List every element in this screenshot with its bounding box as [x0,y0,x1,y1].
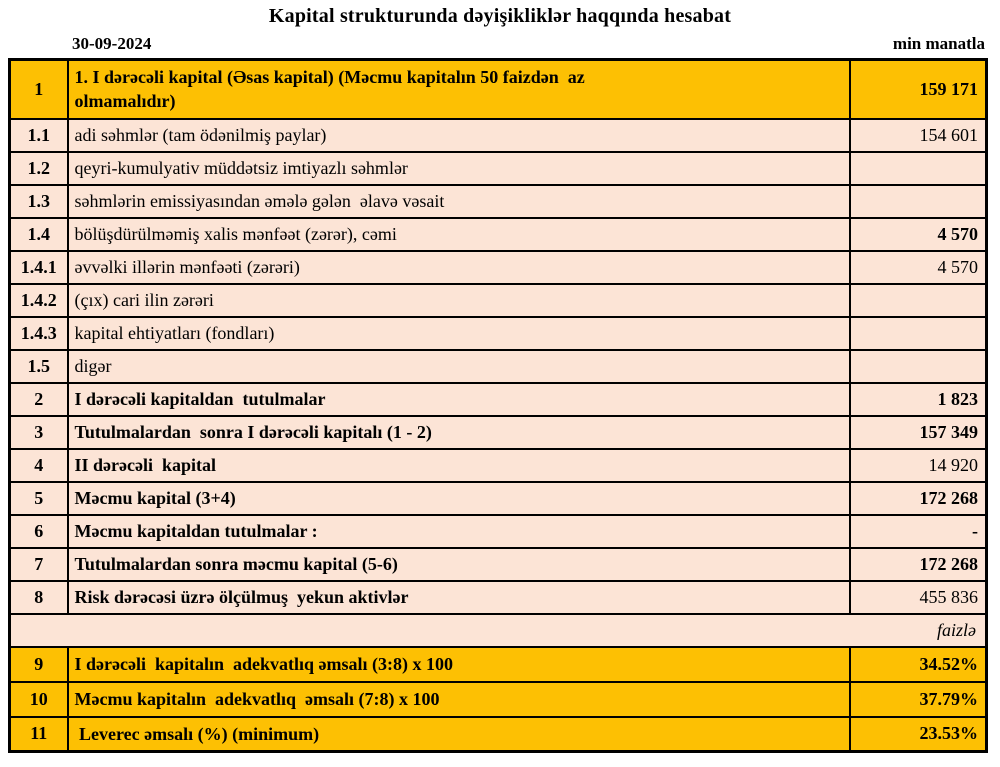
row-value-cell: 37.79% [848,680,988,718]
table-row: 6 Məcmu kapitaldan tutulmalar : - [8,513,988,549]
row-number-cell: 9 [8,645,69,683]
row-value-cell [848,150,988,186]
row-value-cell [848,348,988,384]
row-label-cell: Leverec əmsalı (%) (minimum) [66,715,851,753]
row-label-cell: Risk dərəcəsi üzrə ölçülmuş yekun aktivl… [66,579,851,615]
table-row: 9 I dərəcəli kapitalın adekvatlıq əmsalı… [8,645,988,683]
row-label-cell: I dərəcəli kapitalın adekvatlıq əmsalı (… [66,645,851,683]
row-number-cell: 1.4.1 [8,249,69,285]
table-row: 1.4 bölüşdürülməmiş xalis mənfəət (zərər… [8,216,988,252]
note-label-cell: faizlə [8,612,988,648]
row-label-cell: digər [66,348,851,384]
unit-label: min manatla [892,34,985,53]
table-row: 3 Tutulmalardan sonra I dərəcəli kapital… [8,414,988,450]
table-row: 5 Məcmu kapital (3+4) 172 268 [8,480,988,516]
row-label-cell: II dərəcəli kapital [66,447,851,483]
table-row: 1 1. I dərəcəli kapital (Əsas kapital) (… [8,58,988,120]
table-row: 2 I dərəcəli kapitaldan tutulmalar 1 823 [8,381,988,417]
row-number-cell: 1.4 [8,216,69,252]
row-number-cell: 8 [8,579,69,615]
row-label-cell: qeyri-kumulyativ müddətsiz imtiyazlı səh… [66,150,851,186]
row-label-cell: Məcmu kapital (3+4) [66,480,851,516]
table-row: 8 Risk dərəcəsi üzrə ölçülmuş yekun akti… [8,579,988,615]
row-value-cell: 157 349 [848,414,988,450]
row-value-cell: 172 268 [848,546,988,582]
table-row: 7 Tutulmalardan sonra məcmu kapital (5-6… [8,546,988,582]
row-label-cell: Tutulmalardan sonra I dərəcəli kapitalı … [66,414,851,450]
row-number-cell: 2 [8,381,69,417]
report-date: 30-09-2024 [72,34,152,53]
row-value-cell [848,282,988,318]
report-subheader: 30-09-2024 min manatla [0,28,1000,58]
row-number-cell: 1.3 [8,183,69,219]
row-number-cell: 1 [8,58,69,120]
row-label-cell: əvvəlki illərin mənfəəti (zərəri) [66,249,851,285]
row-value-cell: 14 920 [848,447,988,483]
table-row: 1.3 səhmlərin emissiyasından əmələ gələn… [8,183,988,219]
row-number-cell: 3 [8,414,69,450]
row-number-cell: 5 [8,480,69,516]
row-value-cell: 455 836 [848,579,988,615]
row-number-cell: 1.5 [8,348,69,384]
row-value-cell: 1 823 [848,381,988,417]
table-row: 1.1 adi səhmlər (tam ödənilmiş paylar) 1… [8,117,988,153]
row-label-cell: Məcmu kapitaldan tutulmalar : [66,513,851,549]
row-value-cell: 154 601 [848,117,988,153]
row-value-cell [848,183,988,219]
table-row: 10 Məcmu kapitalın adekvatlıq əmsalı (7:… [8,680,988,718]
row-value-cell: 34.52% [848,645,988,683]
row-number-cell: 4 [8,447,69,483]
table-row: 1.4.2 (çıx) cari ilin zərəri [8,282,988,318]
note-row: faizlə [8,612,988,648]
table-row: 1.5 digər [8,348,988,384]
row-number-cell: 1.4.3 [8,315,69,351]
table-row: 1.4.1 əvvəlki illərin mənfəəti (zərəri) … [8,249,988,285]
row-number-cell: 7 [8,546,69,582]
row-number-cell: 11 [8,715,69,753]
row-label-cell: bölüşdürülməmiş xalis mənfəət (zərər), c… [66,216,851,252]
table-row: 1.2 qeyri-kumulyativ müddətsiz imtiyazlı… [8,150,988,186]
report-title: Kapital strukturunda dəyişikliklər haqqı… [268,5,732,27]
table-row: 11 Leverec əmsalı (%) (minimum) 23.53% [8,715,988,753]
row-number-cell: 1.1 [8,117,69,153]
row-number-cell: 1.4.2 [8,282,69,318]
row-number-cell: 10 [8,680,69,718]
row-value-cell: 159 171 [848,58,988,120]
row-value-cell: 4 570 [848,249,988,285]
row-number-cell: 6 [8,513,69,549]
row-label-cell: kapital ehtiyatları (fondları) [66,315,851,351]
row-value-cell: 4 570 [848,216,988,252]
row-value-cell: - [848,513,988,549]
row-value-cell: 23.53% [848,715,988,753]
row-label-cell: Tutulmalardan sonra məcmu kapital (5-6) [66,546,851,582]
capital-structure-table: 1 1. I dərəcəli kapital (Əsas kapital) (… [8,58,988,753]
row-value-cell [848,315,988,351]
row-label-cell: 1. I dərəcəli kapital (Əsas kapital) (Mə… [66,58,851,120]
table-row: 4 II dərəcəli kapital 14 920 [8,447,988,483]
table-row: 1.4.3 kapital ehtiyatları (fondları) [8,315,988,351]
row-label-cell: (çıx) cari ilin zərəri [66,282,851,318]
row-value-cell: 172 268 [848,480,988,516]
row-label-cell: səhmlərin emissiyasından əmələ gələn əla… [66,183,851,219]
row-number-cell: 1.2 [8,150,69,186]
row-label-cell: I dərəcəli kapitaldan tutulmalar [66,381,851,417]
row-label-cell: Məcmu kapitalın adekvatlıq əmsalı (7:8) … [66,680,851,718]
row-label-cell: adi səhmlər (tam ödənilmiş paylar) [66,117,851,153]
